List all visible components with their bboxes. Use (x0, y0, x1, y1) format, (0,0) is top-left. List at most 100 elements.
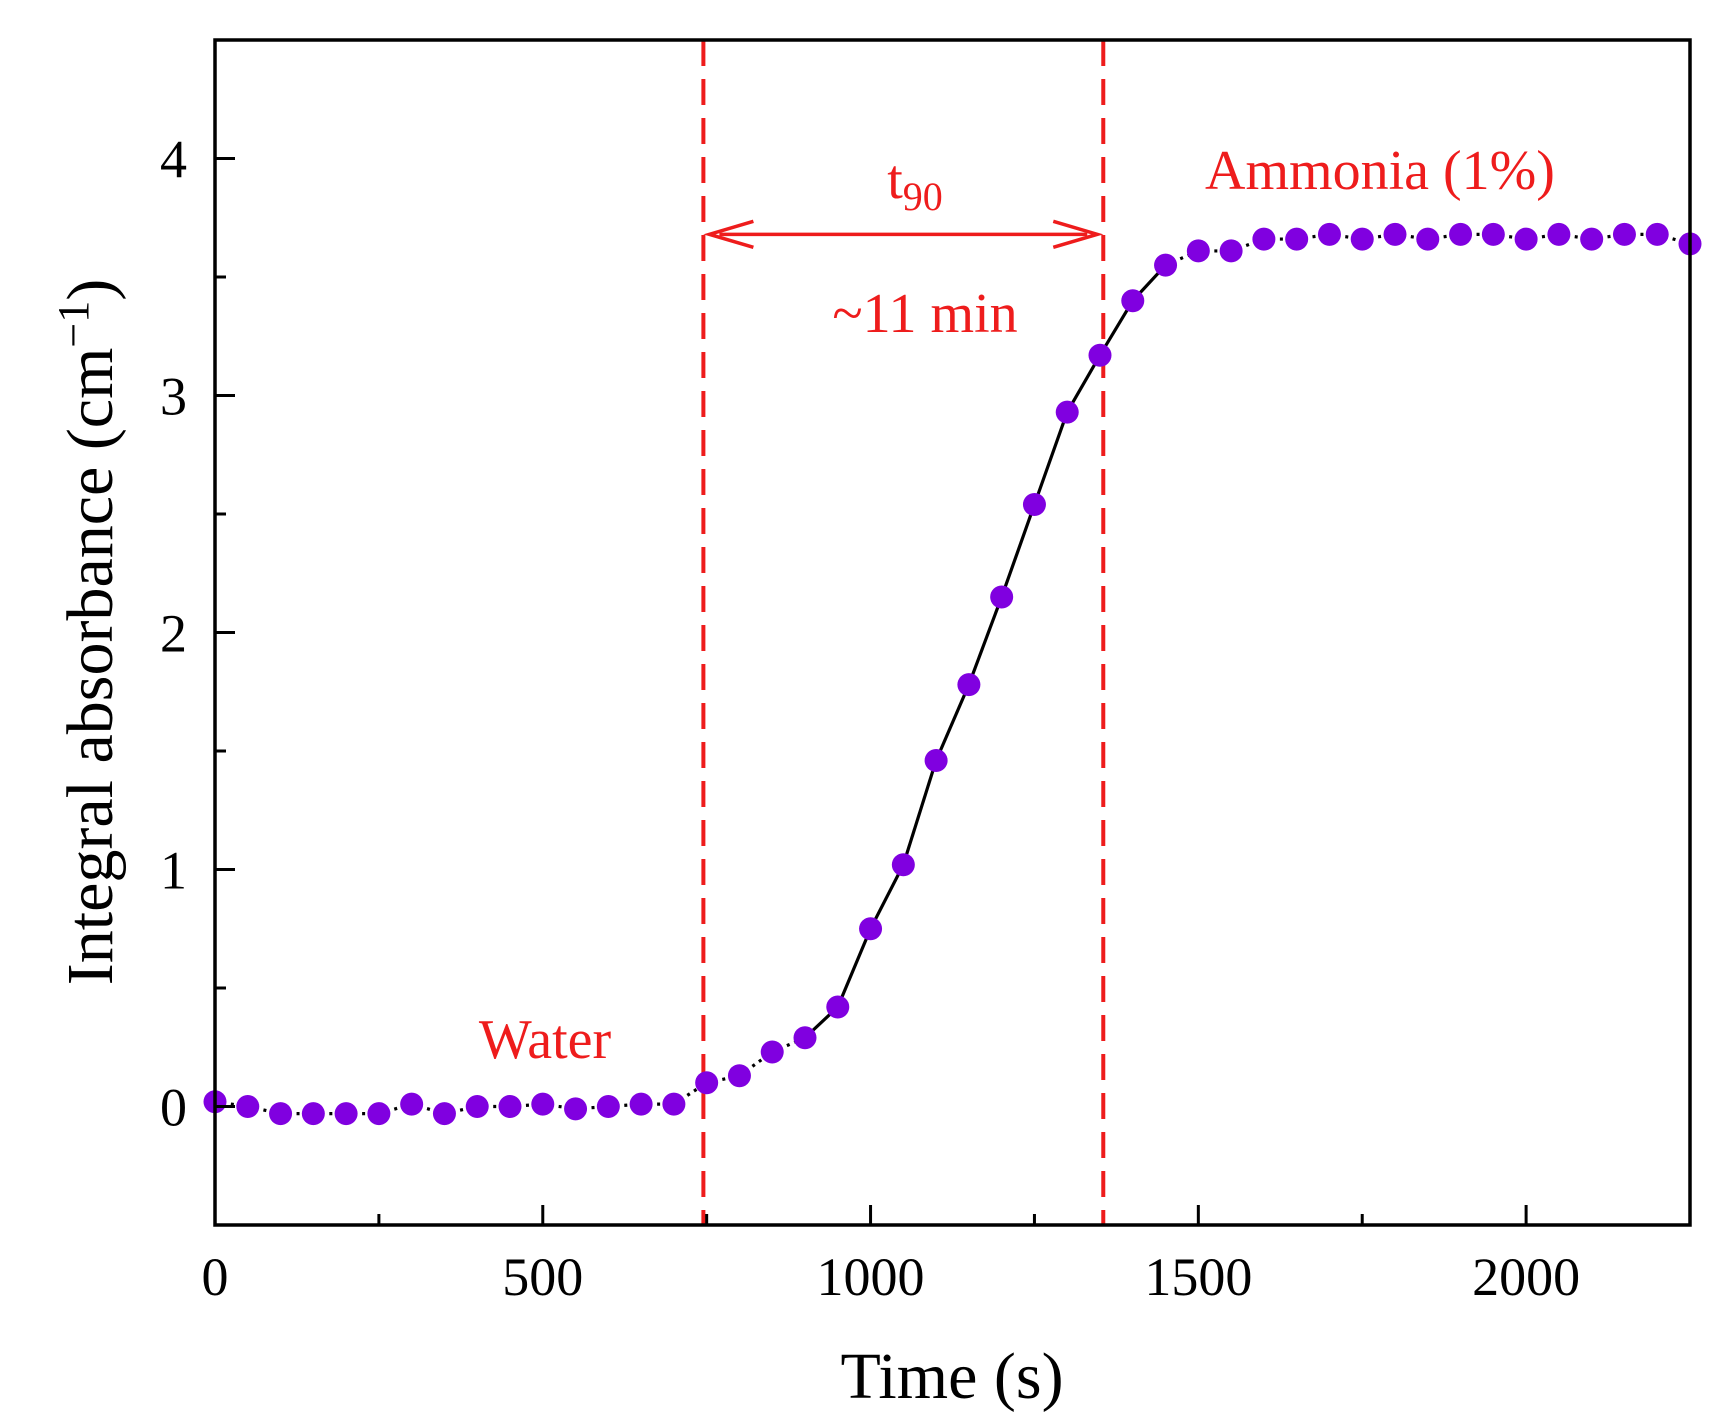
y-tick-label: 0 (160, 1078, 187, 1138)
data-point (531, 1092, 555, 1116)
water-annotation: Water (479, 1009, 612, 1071)
plot-frame (213, 38, 1692, 1227)
y-tick-label: 4 (160, 130, 187, 190)
y-tick-label: 2 (160, 604, 187, 664)
data-point (1383, 222, 1407, 246)
series-line-segment (411, 1102, 445, 1116)
data-point (1088, 343, 1112, 367)
data-point (793, 1026, 817, 1050)
series-line-segment (706, 1074, 740, 1085)
t90-boundary-lines (701, 40, 1106, 1225)
axis-ticks: 0 500 1000 1500 2000 0 1 2 3 4 (160, 130, 1580, 1308)
t90-label: t90 (887, 149, 943, 219)
series-line-segment (444, 1104, 478, 1116)
data-point (1186, 239, 1210, 263)
data-point (269, 1102, 293, 1126)
data-point (990, 585, 1014, 609)
series-line-segment (934, 684, 971, 762)
x-tick-label: 1500 (1144, 1247, 1252, 1307)
y-axis-title-main: Integral absorbance (cm (54, 348, 127, 986)
data-point (1547, 222, 1571, 246)
data-point (1219, 239, 1243, 263)
series-marker-group (203, 222, 1702, 1126)
data-point (367, 1102, 391, 1126)
series-line-segment (378, 1102, 413, 1116)
y-axis-title: Integral absorbance (cm−1) (49, 279, 127, 985)
data-point (1022, 493, 1046, 517)
data-point (1481, 222, 1505, 246)
data-point (1055, 400, 1079, 424)
data-point (957, 673, 981, 697)
data-point (236, 1095, 260, 1118)
series-line-segment (608, 1102, 642, 1109)
series-line-segment (836, 928, 873, 1008)
series-line-segment (1000, 503, 1036, 598)
y-axis-title-close: ) (54, 279, 127, 301)
series-line-segment (247, 1104, 281, 1116)
data-point (432, 1102, 456, 1126)
t90-interval-arrow (703, 219, 1104, 250)
series-line-segment (967, 596, 1004, 686)
data-point (465, 1095, 489, 1118)
x-axis-title: Time (s) (840, 1340, 1063, 1413)
series-line-segment (1427, 232, 1461, 241)
series-line-segment (1394, 232, 1429, 241)
data-point (859, 917, 883, 941)
ammonia-annotation: Ammonia (1%) (1205, 140, 1555, 202)
y-tick-label: 3 (160, 367, 187, 427)
x-tick-label: 2000 (1472, 1247, 1580, 1307)
series-line-group (215, 232, 1690, 1116)
series-line-segment (1656, 232, 1690, 246)
series-line-segment (542, 1102, 576, 1111)
data-point (334, 1102, 358, 1126)
x-tick-label: 500 (502, 1247, 583, 1307)
data-point (1252, 227, 1276, 251)
data-point (760, 1040, 784, 1064)
t90-label-main: t (887, 149, 903, 211)
arrow-head-right (1052, 219, 1104, 250)
data-point (1317, 222, 1341, 246)
data-point (1449, 222, 1473, 246)
t90-duration-label: ~11 min (832, 283, 1017, 345)
data-point (826, 995, 850, 1019)
data-point (629, 1092, 653, 1116)
data-point (727, 1064, 751, 1088)
t90-label-sub: 90 (903, 174, 943, 219)
data-point (498, 1095, 522, 1118)
arrow-head-left (703, 219, 754, 250)
data-point (1285, 227, 1309, 251)
data-point (1580, 227, 1604, 251)
series-line-segment (869, 864, 905, 930)
data-point (695, 1071, 719, 1095)
series-line-segment (1361, 232, 1396, 241)
data-point (924, 748, 948, 772)
data-point (301, 1102, 325, 1126)
data-point (1121, 289, 1145, 313)
series-line-segment (1329, 232, 1363, 241)
series-line-segment (901, 760, 938, 866)
data-point (1612, 222, 1636, 246)
data-point (596, 1095, 620, 1118)
series-line-segment (1525, 232, 1560, 241)
series-line-segment (1296, 232, 1330, 241)
y-tick-label: 1 (160, 841, 187, 901)
series-line-segment (1591, 232, 1625, 241)
data-point (1514, 227, 1538, 251)
x-tick-label: 0 (202, 1247, 229, 1307)
data-point (1645, 222, 1669, 246)
data-point (891, 853, 915, 877)
series-line-segment (1230, 237, 1265, 253)
data-point (1154, 253, 1178, 277)
series-line-segment (1493, 232, 1527, 241)
series-line-segment (1032, 411, 1069, 506)
series-line-segment (575, 1104, 609, 1111)
series-line-segment (215, 1100, 249, 1109)
x-tick-label: 1000 (817, 1247, 925, 1307)
series-line-segment (1558, 232, 1592, 241)
data-point (1416, 227, 1440, 251)
data-point (564, 1097, 588, 1121)
data-point (662, 1092, 686, 1116)
data-point (1350, 227, 1374, 251)
series-line-segment (771, 1036, 806, 1054)
y-axis-title-sup: −1 (49, 301, 98, 348)
